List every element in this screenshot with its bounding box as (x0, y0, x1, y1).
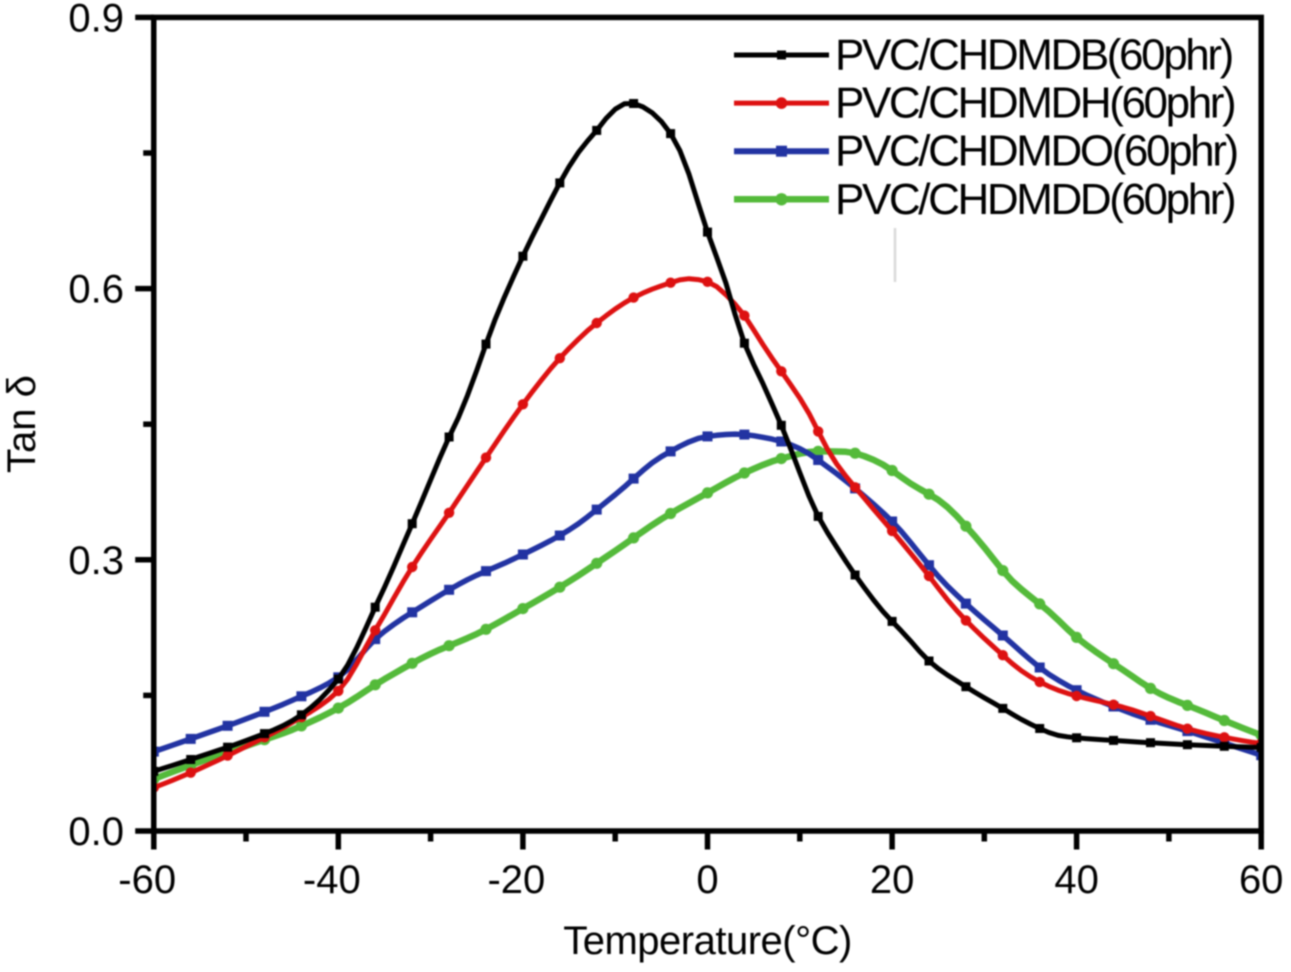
svg-text:60: 60 (1239, 858, 1284, 902)
svg-text:PVC/CHDMDD(60phr): PVC/CHDMDD(60phr) (835, 175, 1234, 224)
svg-text:Tan δ: Tan δ (0, 375, 44, 473)
svg-text:40: 40 (1054, 858, 1099, 902)
svg-text:0: 0 (696, 858, 718, 902)
svg-text:0.3: 0.3 (68, 539, 124, 583)
svg-text:-40: -40 (303, 858, 361, 902)
svg-text:-60: -60 (118, 858, 176, 902)
svg-text:0.0: 0.0 (68, 810, 124, 854)
svg-text:PVC/CHDMDB(60phr): PVC/CHDMDB(60phr) (835, 31, 1232, 80)
svg-text:Temperature(°C): Temperature(°C) (563, 919, 852, 963)
svg-text:20: 20 (870, 858, 915, 902)
svg-text:0.9: 0.9 (68, 0, 124, 40)
svg-text:PVC/CHDMDH(60phr): PVC/CHDMDH(60phr) (835, 79, 1234, 128)
svg-text:-20: -20 (487, 858, 545, 902)
svg-text:PVC/CHDMDO(60phr): PVC/CHDMDO(60phr) (835, 127, 1237, 176)
svg-text:0.6: 0.6 (68, 268, 124, 312)
